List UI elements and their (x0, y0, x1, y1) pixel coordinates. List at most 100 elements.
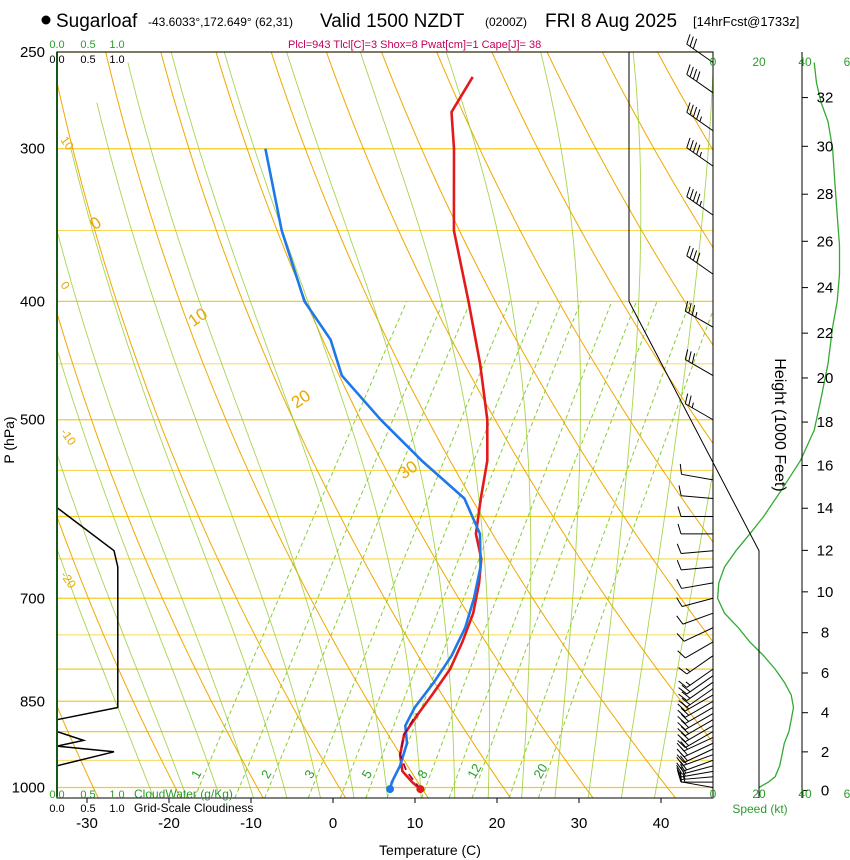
wind-barb-staff (686, 681, 714, 701)
height-tick-label: 14 (817, 500, 834, 517)
wind-barb-staff (683, 748, 714, 763)
surface-temperature-dot (416, 785, 425, 794)
wind-barb-flag (688, 395, 692, 406)
wind-barb-flag (692, 191, 698, 202)
wind-barb-staff (682, 759, 714, 772)
dry-adiabat-line (57, 705, 99, 798)
wind-barb (676, 766, 714, 778)
wind-barb-staff (685, 725, 714, 743)
height-tick-label: 20 (817, 370, 834, 387)
wind-barb-staff (685, 403, 714, 421)
wind-barb-flag (684, 349, 689, 360)
wind-barb-flag (677, 703, 686, 712)
wind-barb-staff (681, 473, 714, 481)
wind-barb-flag (676, 748, 685, 758)
mixing-ratio-line (471, 301, 658, 798)
moist-adiabat-line (127, 62, 355, 798)
wind-barb-flag (677, 506, 682, 517)
wind-barb-half (685, 668, 691, 673)
wind-barb-staff (681, 566, 714, 571)
wind-barb-staff (685, 310, 714, 328)
wind-barb-flag (689, 189, 694, 200)
trace-parcel (399, 713, 422, 790)
cloudwater-top-tick: 0.5 (80, 39, 95, 51)
wind-barb-flag (678, 680, 688, 688)
temp-tick-label: 0 (329, 815, 337, 832)
wind-barb (676, 612, 714, 625)
dry-adiabat-line (601, 52, 713, 249)
height-tick-label: 6 (821, 665, 829, 682)
mixing-ratio-line (537, 309, 713, 798)
wind-barb (686, 186, 714, 216)
height-tick-label: 28 (817, 186, 834, 203)
wind-barb (677, 523, 713, 535)
cloudiness-profile (56, 52, 119, 798)
wind-barb-flag (677, 650, 686, 659)
wind-barb (686, 64, 714, 94)
wind-barb (677, 713, 714, 731)
speed-tick-bottom: 6 (844, 787, 850, 801)
wind-barb-flag (680, 713, 690, 722)
wind-barb-staff (686, 688, 714, 708)
wind-barb-staff (682, 754, 714, 767)
temp-tick-label: 20 (489, 815, 506, 832)
sounding-traces (264, 76, 489, 794)
wind-barb-flag (678, 667, 688, 675)
moist-adiabat-label: 0 (58, 279, 73, 293)
wind-barb-staff (683, 737, 714, 752)
wind-barbs (676, 34, 714, 788)
temp-tick-label: 30 (571, 815, 588, 832)
mixing-ratio-line (264, 301, 471, 798)
height-axis: 0246810121416182022242628303200202040406… (710, 55, 850, 801)
wind-barb-flag (676, 633, 685, 642)
wind-barb-staff (681, 582, 714, 589)
valid-date: FRI 8 Aug 2025 (545, 11, 677, 32)
wind-barb-flag (680, 763, 687, 774)
mixing-ratio-line (234, 301, 444, 798)
wind-barb (678, 655, 714, 675)
cloudwater-bottom-tick: 0.0 (49, 789, 64, 801)
wind-barb-flag (677, 715, 686, 724)
dry-adiabat-line (270, 52, 677, 798)
wind-barb-staff (682, 612, 714, 625)
pressure-tick-label: 850 (20, 693, 45, 710)
isobar-lines (57, 51, 713, 789)
wind-barb-flag (676, 756, 684, 766)
wind-barb-flag (691, 353, 696, 364)
mixing-ratio-label: 5 (359, 767, 376, 781)
wind-barb-flag (676, 762, 684, 772)
wind-barb-half (691, 402, 694, 408)
cloudwater-top-tick: 1.0 (109, 39, 124, 51)
dry-adiabat-line (380, 52, 713, 643)
wind-barb-flag (677, 709, 686, 718)
wind-barb-staff (686, 675, 714, 695)
height-tick-label: 8 (821, 625, 829, 642)
temp-tick-label: -10 (240, 815, 262, 832)
valid-time: Valid 1500 NZDT (320, 11, 465, 32)
cloudwater-label: CloudWater (g/Kg) (134, 787, 233, 801)
mixing-ratio-line (365, 301, 563, 798)
dry-adiabats (57, 52, 713, 798)
cloudiness-bottom-tick: 0.0 (49, 803, 64, 815)
speed-tick-bottom: 40 (798, 787, 812, 801)
height-tick-label: 12 (817, 542, 834, 559)
cloudiness-top-tick: 0.5 (80, 54, 95, 66)
wind-barb-flag (686, 137, 691, 148)
wind-barb-flag (680, 732, 690, 741)
valid-utc: (0200Z) (485, 15, 527, 29)
wind-barb-flag (686, 102, 691, 113)
moist-adiabat-line (57, 348, 221, 798)
height-tick-label: 26 (817, 233, 834, 250)
wind-barb-flag (688, 302, 692, 314)
wind-barb-flag (696, 193, 701, 204)
dry-adiabat-line (105, 52, 429, 798)
height-tick-label: 0 (821, 782, 829, 799)
wind-barb-flag (676, 578, 682, 589)
wind-barb-flag (676, 767, 682, 778)
dry-adiabat-line (215, 52, 594, 798)
moist-adiabat-line (286, 52, 456, 798)
wind-barb (676, 627, 714, 642)
wind-barb-flag (689, 139, 694, 151)
wind-barb-staff (685, 641, 714, 659)
cloudiness-bottom-tick: 1.0 (109, 803, 124, 815)
